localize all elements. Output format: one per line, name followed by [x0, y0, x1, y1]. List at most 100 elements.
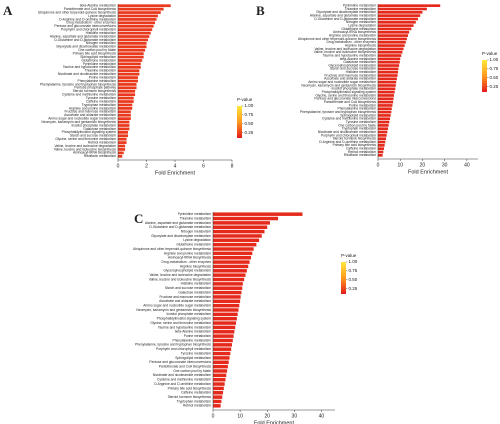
bar	[378, 60, 400, 64]
legend-colorbar	[237, 106, 242, 138]
category-label: Alanine, aspartate and glutamate metabol…	[310, 14, 376, 18]
legend-tick-label: 0.25	[245, 130, 254, 135]
category-label: Drug metabolism - other enzymes	[67, 21, 117, 25]
panel-label: C	[134, 211, 143, 226]
bar	[118, 7, 164, 11]
bar	[213, 351, 231, 356]
category-label: Retinol metabolism	[348, 150, 376, 154]
category-label: Valine, leucine and isoleucine degradati…	[54, 144, 116, 148]
category-label: Arginine and proline metabolism	[69, 106, 116, 110]
bar	[118, 83, 137, 86]
bar	[118, 93, 136, 97]
category-label: Alanine, aspartate and glutamate metabol…	[50, 34, 116, 38]
category-label: Tryptophan metabolism	[82, 103, 117, 107]
bar	[378, 97, 394, 101]
category-label: Porphyrin and chlorophyll metabolism	[156, 347, 211, 351]
bar	[118, 134, 128, 138]
category-label: Pentose and glucuronate interconversions	[149, 360, 211, 364]
category-label: Sphingolipid metabolism	[340, 113, 376, 117]
category-label: Pantothenate and CoA biosynthesis	[159, 364, 212, 368]
category-label: Steroid hormone biosynthesis	[73, 89, 117, 93]
x-tick-label: 0	[377, 162, 380, 168]
category-label: Neomycin, kanamycin and gentamicin biosy…	[301, 83, 376, 87]
bar	[118, 28, 153, 32]
category-label: Pentose and glucuronate interconversions	[314, 97, 376, 101]
category-label: Valine, leucine and isoleucine biosynthe…	[314, 50, 377, 54]
category-label: Nicotinate and nicotinamide metabolism	[153, 373, 212, 377]
bar	[213, 404, 221, 408]
category-label: Cysteine and methionine metabolism	[322, 117, 376, 121]
bar	[118, 151, 124, 155]
x-tick-label: 6	[202, 163, 205, 169]
legend-tick-label: 0.75	[490, 66, 499, 71]
bar	[118, 148, 126, 151]
bar	[118, 69, 140, 73]
bar	[118, 127, 130, 131]
category-label: Pentose phosphate pathway	[74, 86, 116, 90]
bar	[213, 330, 235, 334]
x-tick-label: 40	[319, 413, 325, 419]
legend-colorbar	[482, 60, 487, 92]
category-label: Ascorbate and aldarate metabolism	[324, 77, 376, 81]
bar	[378, 77, 397, 81]
bar	[378, 74, 398, 77]
x-tick-label: 20	[264, 413, 270, 419]
category-label: beta-Alanine metabolism	[340, 57, 377, 61]
bar	[378, 154, 383, 157]
legend-tick-label: 0.50	[245, 121, 254, 126]
bar	[213, 382, 225, 386]
x-tick-label: 20	[420, 162, 426, 168]
category-label: Lysine degradation	[183, 238, 211, 242]
bar	[118, 11, 161, 14]
x-tick-label: 40	[464, 162, 470, 168]
legend-title: P-value	[237, 97, 253, 102]
legend-title: P-value	[482, 51, 498, 56]
bar	[378, 30, 410, 34]
bar	[378, 57, 401, 61]
bar	[378, 10, 423, 14]
bar	[213, 377, 226, 382]
category-label: Pentose and glucuronate interconversions	[54, 24, 116, 28]
category-label: Fructose and mannose metabolism	[160, 295, 212, 299]
category-label: Aminoacyl-tRNA biosynthesis	[333, 30, 376, 34]
category-label: Sphingolipid metabolism	[80, 55, 116, 59]
bar	[378, 67, 399, 71]
bar	[118, 130, 128, 134]
legend-tick-label: 1.00	[349, 259, 358, 264]
category-label: Histidine metabolism	[346, 70, 377, 74]
category-label: Arginine and proline metabolism	[329, 33, 376, 37]
category-label: Tryptophan metabolism	[342, 127, 377, 131]
x-tick-label: 30	[292, 413, 298, 419]
category-label: D-Glutamine and D-glutamate metabolism	[149, 225, 211, 229]
category-label: Pyrimidine metabolism	[83, 62, 116, 66]
bar	[378, 120, 390, 124]
category-label: Aminoacyl-tRNA biosynthesis	[73, 151, 116, 155]
category-label: Glyoxylate and dicarboxylate metabolism	[151, 234, 211, 238]
legend-tick-label: 0.75	[349, 268, 358, 273]
bar	[378, 144, 385, 147]
category-label: Glycine, serine and threonine metabolism	[315, 93, 376, 97]
x-axis-title: Fold Enrichment	[254, 420, 295, 424]
bar	[378, 127, 388, 131]
category-label: Sphingolipid metabolism	[175, 356, 211, 360]
category-label: Fructose and mannose metabolism	[65, 110, 117, 114]
category-label: Phenylalanine, tyrosine and tryptophan b…	[300, 110, 376, 114]
category-label: Taurine and hypotaurine metabolism	[323, 53, 376, 57]
bar	[213, 356, 230, 360]
category-label: Glycerophospholipid metabolism	[328, 63, 376, 67]
bar	[118, 103, 133, 107]
category-label: Galactose metabolism	[178, 290, 211, 294]
category-label: Starch and sucrose metabolism	[165, 286, 211, 290]
bar	[213, 373, 227, 378]
category-label: D-Arginine and D-ornithine metabolism	[154, 382, 211, 386]
bar	[378, 7, 427, 11]
category-label: Caffeine metabolism	[181, 391, 211, 395]
bar	[118, 89, 136, 93]
category-label: Ubiquinone and other terpenoid-quinone b…	[133, 247, 211, 251]
category-label: Drug metabolism - other enzymes	[162, 260, 212, 264]
x-axis-title: Fold Enrichment	[408, 169, 449, 175]
bar	[118, 41, 147, 45]
category-label: Fructose and mannose metabolism	[325, 73, 377, 77]
bar	[378, 140, 386, 144]
